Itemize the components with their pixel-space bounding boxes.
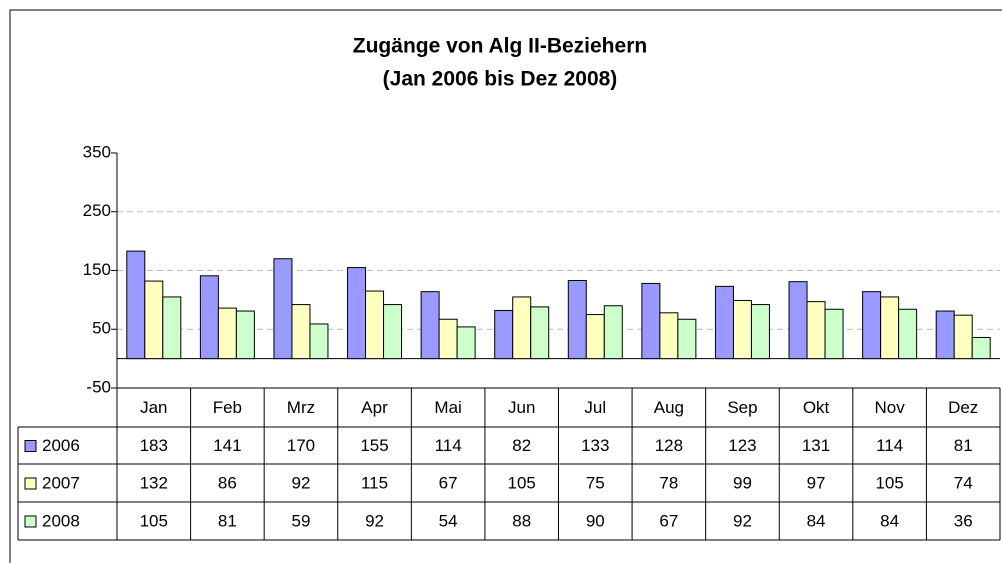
- bar: [530, 306, 550, 360]
- bar: [199, 275, 219, 360]
- bar: [659, 312, 679, 360]
- x-tick-label: Aug: [654, 398, 684, 417]
- bar: [456, 326, 476, 360]
- table-value: 123: [728, 436, 756, 455]
- table-value: 59: [291, 511, 310, 530]
- bar: [824, 308, 844, 360]
- bar: [898, 308, 918, 360]
- table-value: 97: [807, 473, 826, 492]
- bar: [144, 280, 164, 360]
- y-tick-label: 50: [92, 319, 111, 338]
- legend-label: 2007: [42, 473, 80, 492]
- table-value: 105: [140, 511, 168, 530]
- bar: [162, 296, 182, 360]
- bar: [935, 310, 955, 360]
- bar: [309, 323, 329, 360]
- bar: [494, 309, 514, 360]
- bar: [512, 296, 532, 360]
- table-value: 155: [360, 436, 388, 455]
- bar: [420, 291, 440, 360]
- table-value: 74: [954, 473, 973, 492]
- legend-swatch: [24, 515, 37, 528]
- table-value: 67: [659, 511, 678, 530]
- bar: [862, 291, 882, 360]
- chart-border: [9, 9, 1002, 563]
- legend-label: 2006: [42, 436, 80, 455]
- bar: [732, 299, 752, 360]
- bar: [273, 258, 293, 360]
- x-tick-label: Dez: [948, 398, 978, 417]
- bar: [750, 304, 770, 360]
- table-value: 141: [213, 436, 241, 455]
- bar: [641, 282, 661, 360]
- legend-swatch: [24, 440, 37, 452]
- table-value: 84: [880, 511, 899, 530]
- chart-subtitle: (Jan 2006 bis Dez 2008): [383, 68, 618, 91]
- bar: [714, 285, 734, 360]
- chart-title: Zugänge von Alg II-Beziehern: [353, 35, 647, 58]
- bar: [347, 267, 367, 360]
- table-value: 183: [140, 436, 168, 455]
- table-value: 81: [954, 436, 973, 455]
- table-value: 132: [140, 473, 168, 492]
- x-tick-label: Jun: [508, 398, 535, 417]
- table-value: 75: [586, 473, 605, 492]
- y-tick-label: -50: [86, 377, 111, 396]
- table-value: 133: [581, 436, 609, 455]
- table-value: 131: [802, 436, 830, 455]
- bar: [438, 318, 458, 360]
- bar: [880, 296, 900, 360]
- bar: [126, 250, 146, 360]
- table-value: 115: [361, 473, 388, 492]
- table-value: 105: [508, 473, 536, 492]
- x-tick-label: Mai: [434, 398, 461, 417]
- table-value: 67: [439, 473, 458, 492]
- table-value: 84: [807, 511, 826, 530]
- bar: [953, 314, 973, 360]
- table-value: 78: [659, 473, 678, 492]
- table-value: 105: [875, 473, 903, 492]
- x-tick-label: Okt: [803, 398, 830, 417]
- table-value: 92: [733, 511, 752, 530]
- bar: [217, 307, 237, 360]
- table-value: 92: [365, 511, 384, 530]
- y-tick-label: 250: [83, 201, 111, 220]
- table-value: 170: [287, 436, 315, 455]
- bar: [365, 290, 385, 360]
- table-value: 114: [435, 436, 462, 455]
- table-value: 82: [512, 436, 531, 455]
- x-tick-label: Jul: [584, 398, 606, 417]
- x-tick-label: Feb: [213, 398, 242, 417]
- bar: [291, 304, 311, 360]
- x-tick-label: Mrz: [287, 398, 315, 417]
- bar: [585, 314, 605, 360]
- bar: [806, 301, 826, 360]
- x-tick-label: Nov: [875, 398, 906, 417]
- legend-label: 2008: [42, 511, 80, 530]
- table-value: 128: [655, 436, 683, 455]
- x-tick-label: Jan: [140, 398, 167, 417]
- bar: [971, 336, 991, 360]
- table-value: 114: [876, 436, 903, 455]
- table-value: 86: [218, 473, 237, 492]
- table-value: 54: [439, 511, 458, 530]
- table-value: 92: [291, 473, 310, 492]
- bar: [677, 318, 697, 360]
- y-tick-label: 350: [83, 142, 111, 161]
- table-value: 36: [954, 511, 973, 530]
- table-value: 88: [512, 511, 531, 530]
- table-value: 99: [733, 473, 752, 492]
- x-tick-label: Sep: [727, 398, 757, 417]
- table-value: 90: [586, 511, 605, 530]
- x-tick-label: Apr: [361, 398, 388, 417]
- bar: [788, 281, 808, 360]
- bar: [603, 305, 623, 360]
- table-value: 81: [218, 511, 237, 530]
- y-tick-label: 150: [83, 260, 111, 279]
- bar: [383, 304, 403, 360]
- bar: [235, 310, 255, 360]
- legend-swatch: [24, 477, 37, 490]
- bar: [567, 279, 587, 360]
